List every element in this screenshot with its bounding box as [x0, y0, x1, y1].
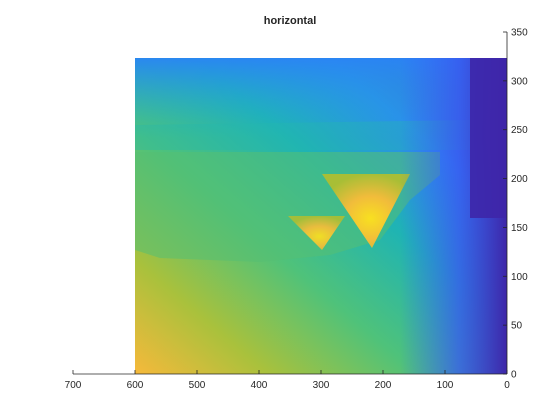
x-ticks: 700 600 500 400 300 200 100 0: [65, 370, 510, 391]
y-tick-label: 0: [511, 370, 517, 381]
x-tick-label: 400: [251, 380, 268, 391]
heatmap-cyan-shelf: [135, 120, 470, 150]
y-tick-label: 150: [511, 223, 528, 234]
heatmap-hotspot-left: [288, 216, 345, 250]
y-tick-label: 200: [511, 174, 528, 185]
heatmap-hotspot-right: [322, 174, 410, 248]
x-tick-label: 200: [375, 380, 392, 391]
y-tick-label: 50: [511, 321, 523, 332]
y-tick-label: 250: [511, 125, 528, 136]
chart-title: horizontal: [264, 15, 317, 27]
y-tick-label: 350: [511, 28, 528, 39]
y-axis: 0 50 100 150 200 250 300 350: [503, 28, 528, 381]
x-tick-label: 100: [437, 380, 454, 391]
x-tick-label: 0: [504, 380, 510, 391]
heatmap-image: [135, 58, 507, 374]
x-tick-label: 700: [65, 380, 82, 391]
y-tick-label: 300: [511, 76, 528, 87]
x-axis: 700 600 500 400 300 200 100 0: [65, 370, 510, 391]
y-ticks: 0 50 100 150 200 250 300 350: [503, 28, 528, 381]
x-tick-label: 500: [189, 380, 206, 391]
x-tick-label: 600: [127, 380, 144, 391]
y-tick-label: 100: [511, 272, 528, 283]
x-tick-label: 300: [313, 380, 330, 391]
heatmap-dark-column: [470, 58, 507, 218]
